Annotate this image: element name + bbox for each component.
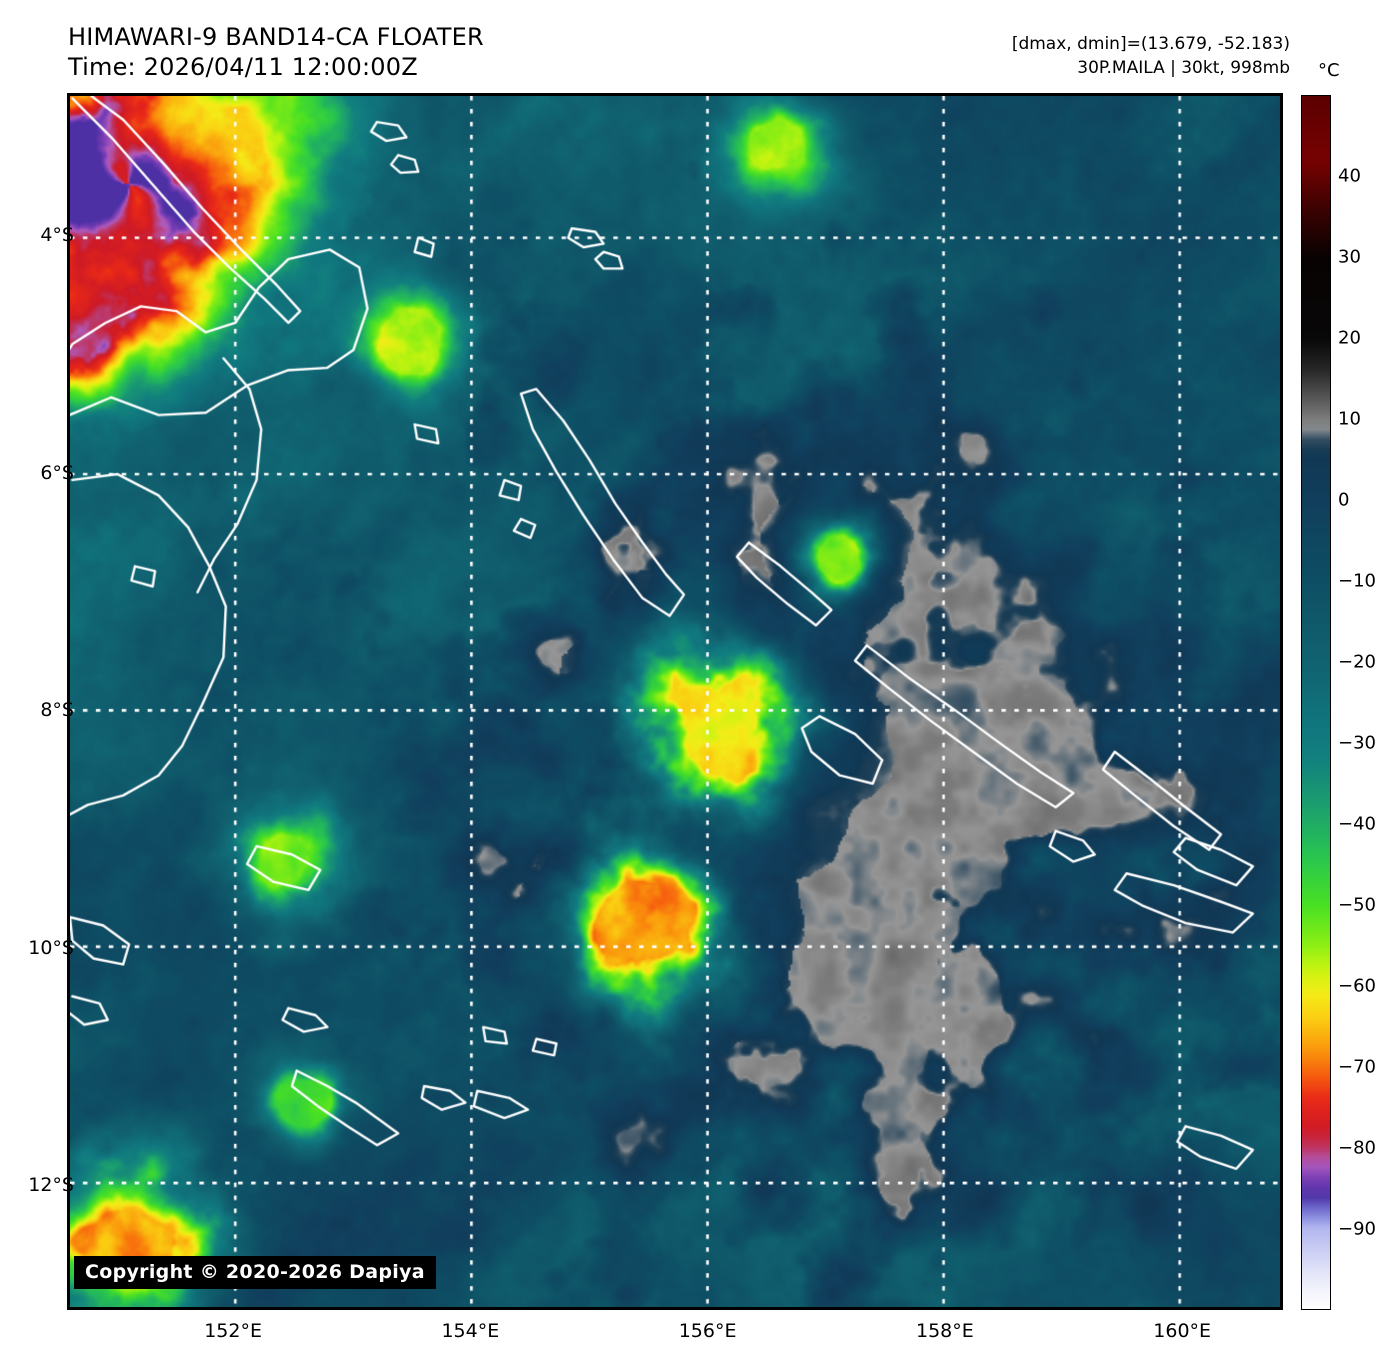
colorbar-tick-label: −50 bbox=[1338, 894, 1376, 916]
colorbar-tick-label: 10 bbox=[1338, 408, 1361, 430]
page-title: HIMAWARI-9 BAND14-CA FLOATER Time: 2026/… bbox=[68, 22, 484, 82]
lon-tick-label: 158°E bbox=[916, 1320, 974, 1342]
lon-tick-label: 154°E bbox=[441, 1320, 500, 1342]
colorbar-tick-label: −10 bbox=[1338, 570, 1376, 592]
colorbar-tick-label: −80 bbox=[1338, 1137, 1376, 1159]
timestamp-label: Time: 2026/04/11 12:00:00Z bbox=[68, 53, 418, 81]
colorbar-tick-label: −90 bbox=[1338, 1218, 1376, 1240]
colorbar-tick-label: −70 bbox=[1338, 1056, 1376, 1078]
product-title: HIMAWARI-9 BAND14-CA FLOATER bbox=[68, 23, 484, 51]
copyright-badge: Copyright © 2020-2026 Dapiya bbox=[74, 1256, 436, 1289]
lon-tick-label: 160°E bbox=[1153, 1320, 1212, 1342]
lat-tick-label: 6°S bbox=[40, 461, 74, 484]
header-metadata: [dmax, dmin]=(13.679, -52.183) 30P.MAILA… bbox=[1012, 32, 1290, 80]
lat-tick-label: 8°S bbox=[40, 699, 74, 722]
colorbar-tick-label: −20 bbox=[1338, 651, 1376, 673]
dmax-dmin-label: [dmax, dmin]=(13.679, -52.183) bbox=[1011, 34, 1290, 54]
lat-tick-label: 4°S bbox=[40, 224, 74, 247]
lon-tick-label: 156°E bbox=[678, 1320, 737, 1342]
colorbar-tick-label: 30 bbox=[1338, 246, 1361, 268]
storm-info-label: 30P.MAILA | 30kt, 998mb bbox=[1077, 58, 1290, 78]
colorbar-tick-label: 20 bbox=[1338, 327, 1361, 349]
satellite-image-panel[interactable]: Copyright © 2020-2026 Dapiya bbox=[67, 93, 1283, 1310]
colorbar-unit-label: °C bbox=[1318, 60, 1340, 81]
colorbar-tick-label: 0 bbox=[1338, 489, 1350, 511]
colorbar-gradient bbox=[1302, 96, 1330, 1309]
colorbar[interactable] bbox=[1301, 95, 1331, 1310]
coastline-and-grid-overlay bbox=[70, 96, 1280, 1307]
lon-tick-label: 152°E bbox=[204, 1320, 262, 1342]
lat-tick-label: 10°S bbox=[28, 936, 74, 959]
lat-tick-label: 12°S bbox=[28, 1174, 74, 1197]
colorbar-tick-label: −60 bbox=[1338, 975, 1376, 997]
colorbar-tick-label: 40 bbox=[1338, 165, 1361, 187]
colorbar-tick-label: −30 bbox=[1338, 732, 1376, 754]
colorbar-tick-label: −40 bbox=[1338, 813, 1376, 835]
